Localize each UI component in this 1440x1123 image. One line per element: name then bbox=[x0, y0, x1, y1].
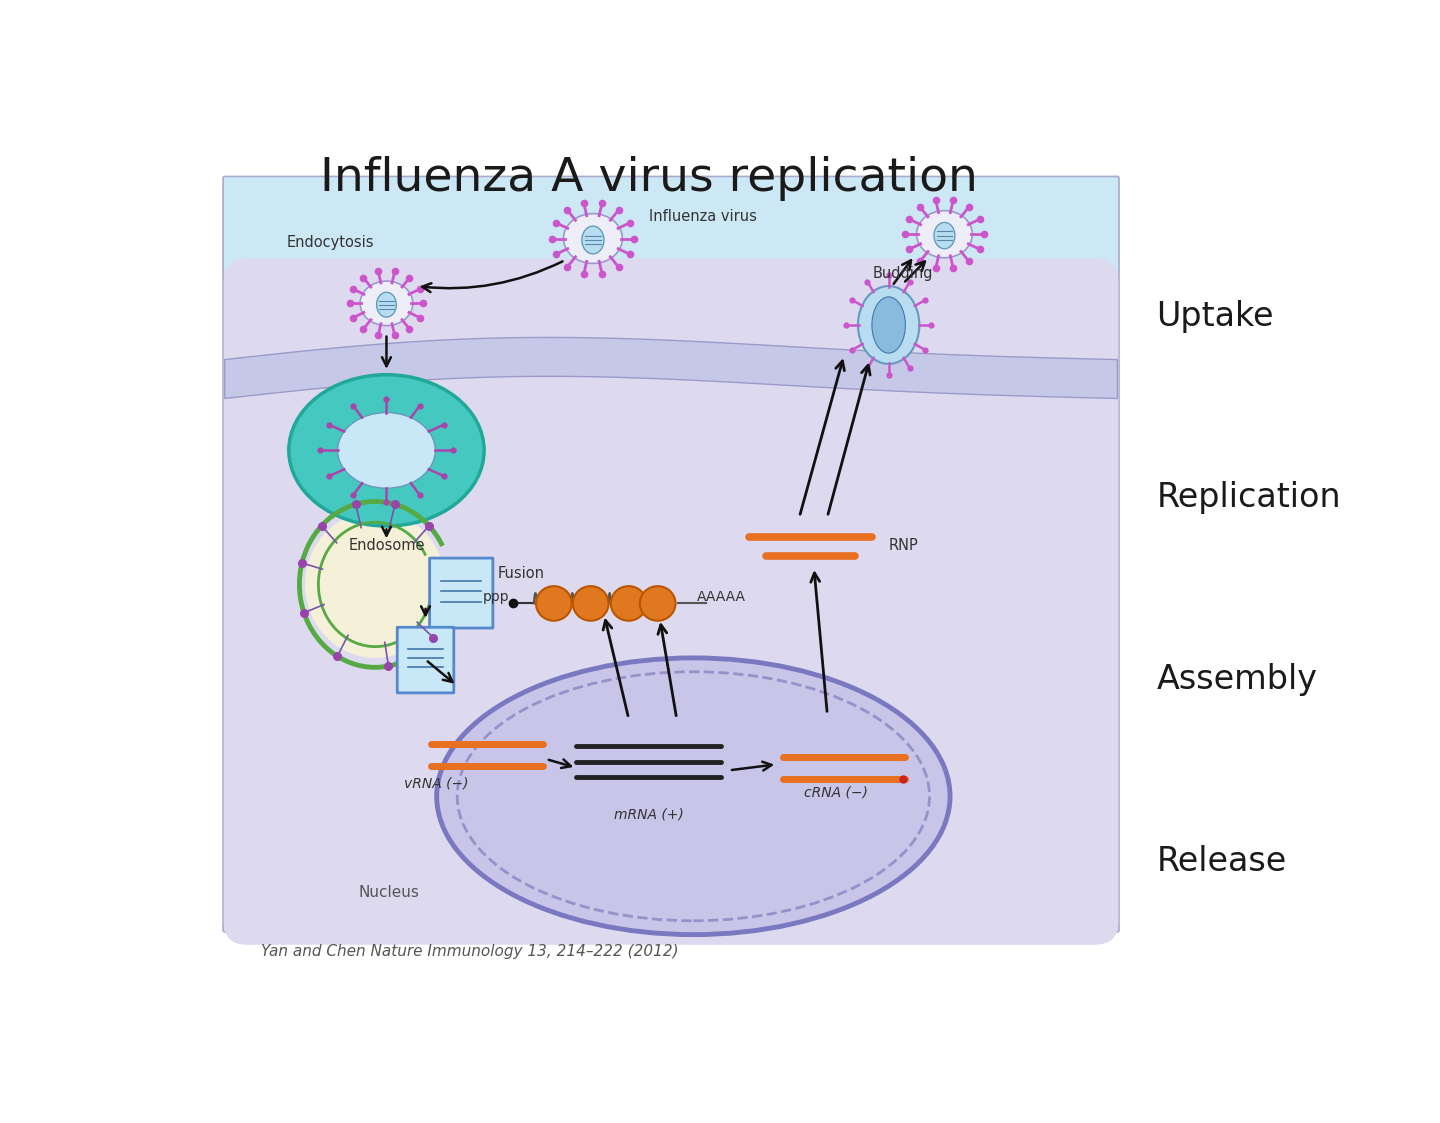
FancyArrowPatch shape bbox=[420, 606, 431, 615]
Text: Uptake: Uptake bbox=[1156, 300, 1274, 332]
FancyArrowPatch shape bbox=[549, 759, 570, 768]
Ellipse shape bbox=[873, 296, 906, 353]
Ellipse shape bbox=[935, 222, 955, 249]
Ellipse shape bbox=[536, 586, 572, 621]
Ellipse shape bbox=[611, 586, 647, 621]
FancyArrowPatch shape bbox=[801, 360, 844, 514]
Text: mRNA (+): mRNA (+) bbox=[613, 807, 684, 822]
Ellipse shape bbox=[436, 658, 950, 934]
Ellipse shape bbox=[639, 586, 675, 621]
FancyArrowPatch shape bbox=[382, 527, 390, 536]
FancyArrowPatch shape bbox=[422, 262, 563, 292]
Ellipse shape bbox=[582, 226, 603, 254]
Ellipse shape bbox=[563, 213, 622, 264]
FancyArrowPatch shape bbox=[382, 337, 390, 366]
Ellipse shape bbox=[289, 375, 484, 526]
FancyArrowPatch shape bbox=[811, 573, 827, 711]
Text: vRNA (−): vRNA (−) bbox=[405, 776, 469, 791]
Text: Assembly: Assembly bbox=[1156, 663, 1318, 696]
FancyArrowPatch shape bbox=[732, 761, 772, 770]
Text: Release: Release bbox=[1156, 844, 1287, 877]
FancyArrowPatch shape bbox=[828, 365, 870, 514]
Text: Budding: Budding bbox=[873, 266, 933, 281]
Text: AAAAA: AAAAA bbox=[697, 590, 746, 603]
Text: Endocytosis: Endocytosis bbox=[287, 236, 374, 250]
Polygon shape bbox=[225, 337, 1117, 399]
Text: cRNA (−): cRNA (−) bbox=[805, 785, 868, 800]
Text: Replication: Replication bbox=[1156, 482, 1341, 514]
Text: Yan and Chen Nature Immunology 13, 214–222 (2012): Yan and Chen Nature Immunology 13, 214–2… bbox=[261, 944, 680, 959]
Text: Influenza A virus replication: Influenza A virus replication bbox=[320, 156, 978, 201]
FancyArrowPatch shape bbox=[428, 661, 452, 682]
FancyArrowPatch shape bbox=[894, 261, 912, 284]
Ellipse shape bbox=[858, 286, 919, 364]
Ellipse shape bbox=[573, 586, 609, 621]
FancyArrowPatch shape bbox=[658, 624, 677, 715]
Ellipse shape bbox=[305, 511, 445, 658]
Ellipse shape bbox=[377, 292, 396, 317]
FancyArrowPatch shape bbox=[603, 620, 628, 715]
FancyBboxPatch shape bbox=[223, 258, 1119, 944]
Text: Fusion: Fusion bbox=[498, 566, 546, 581]
Text: ppp: ppp bbox=[482, 590, 510, 603]
Text: Endosome: Endosome bbox=[348, 538, 425, 554]
FancyBboxPatch shape bbox=[397, 628, 454, 693]
Ellipse shape bbox=[917, 211, 972, 258]
Text: Influenza virus: Influenza virus bbox=[648, 209, 756, 225]
Ellipse shape bbox=[360, 281, 413, 326]
FancyArrowPatch shape bbox=[906, 262, 924, 282]
FancyBboxPatch shape bbox=[429, 558, 492, 628]
Text: Nucleus: Nucleus bbox=[359, 885, 419, 900]
Text: RNP: RNP bbox=[888, 538, 919, 553]
FancyBboxPatch shape bbox=[223, 176, 1119, 932]
Ellipse shape bbox=[337, 412, 435, 489]
